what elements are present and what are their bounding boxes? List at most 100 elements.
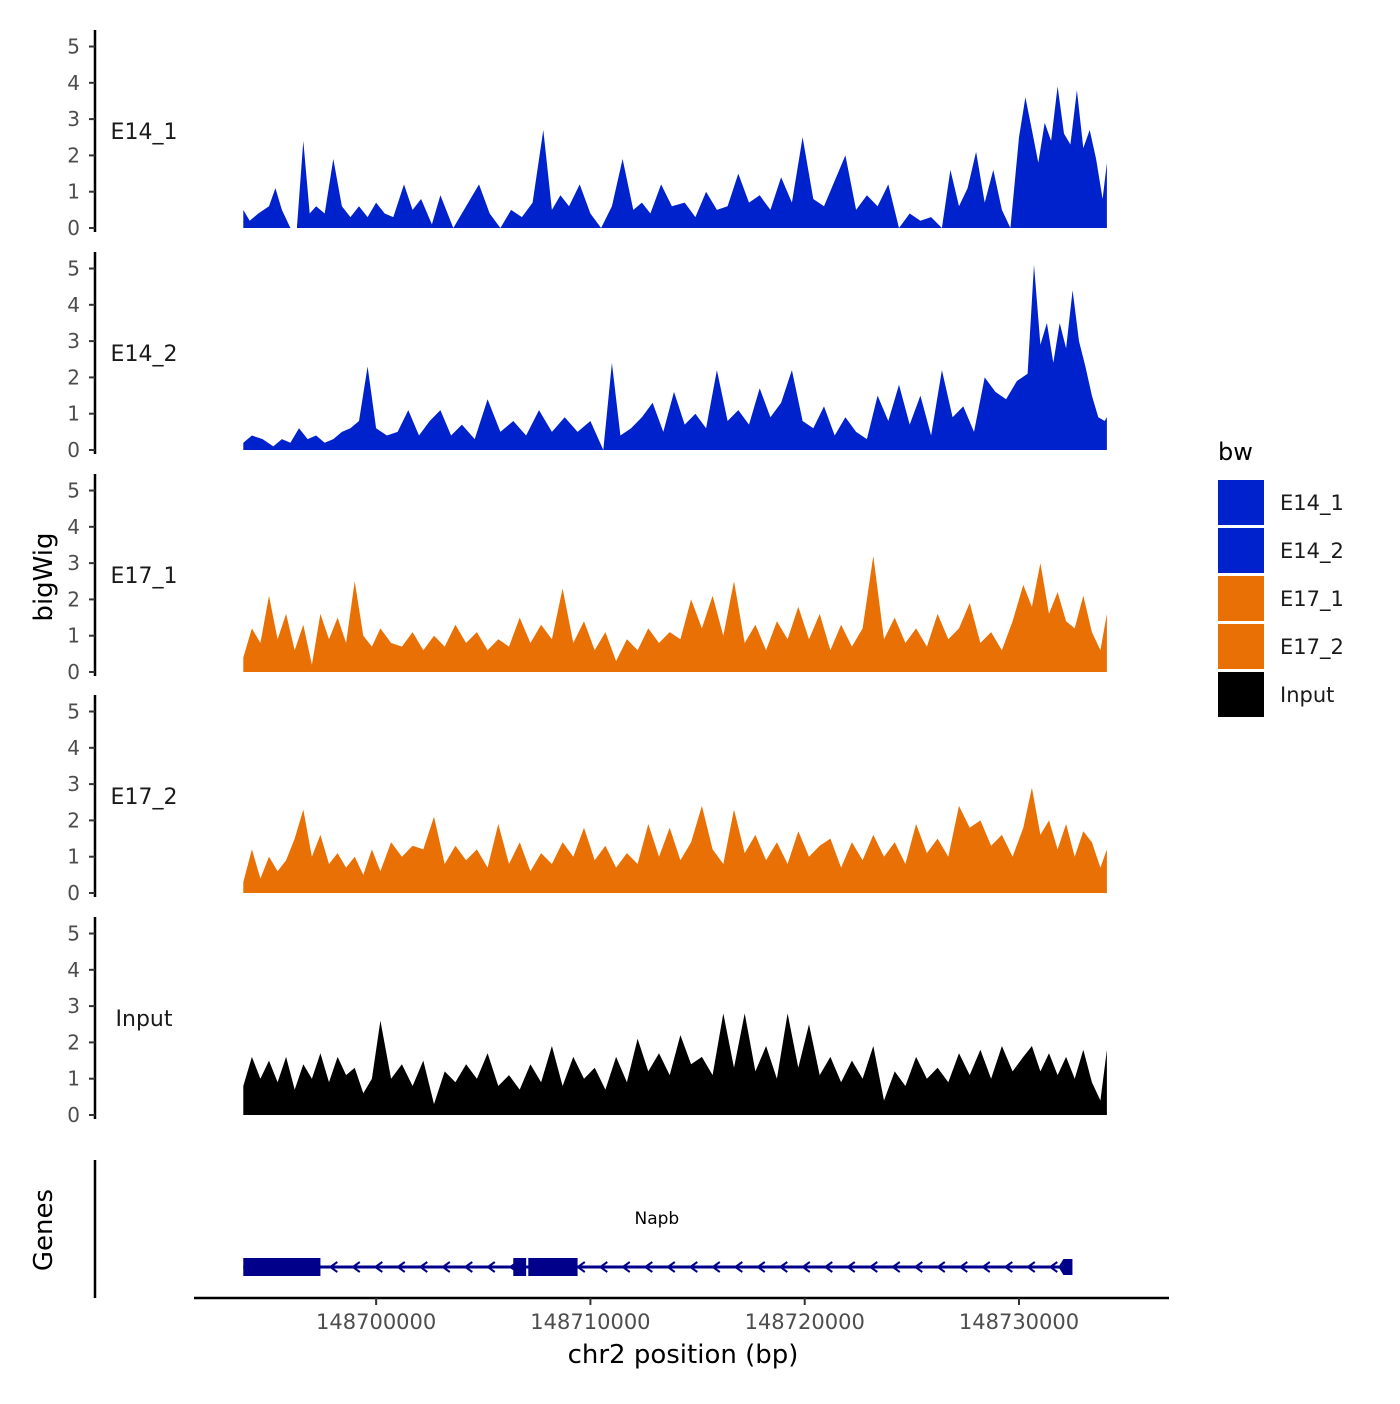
y-tick-label: 1 — [67, 624, 80, 648]
gene-name: Napb — [634, 1209, 679, 1229]
strand-arrow — [621, 1261, 631, 1273]
track-label: E14_2 — [111, 342, 178, 367]
y-tick-label: 5 — [67, 479, 80, 503]
y-tick-label: 3 — [67, 107, 80, 131]
y-tick-label: 4 — [67, 958, 80, 982]
x-axis-label: chr2 position (bp) — [568, 1340, 799, 1370]
legend-swatch — [1218, 480, 1264, 525]
legend-swatch — [1218, 624, 1264, 669]
strand-arrow — [508, 1261, 518, 1273]
coverage-tracks: 0 1 2 3 4 5 E14_1 0 1 2 3 4 5 E14_2 0 1 2 3 4 5 E17_1 0 1 2 3 4 5 E… — [67, 30, 1107, 1127]
strand-arrow — [1048, 1261, 1058, 1273]
strand-arrow — [688, 1261, 698, 1273]
legend-swatch — [1218, 576, 1264, 621]
legend-label: E17_2 — [1280, 635, 1344, 660]
strand-arrow — [846, 1261, 856, 1273]
strand-arrow — [778, 1261, 788, 1273]
y-tick-label: 1 — [67, 180, 80, 204]
legend-label: E14_2 — [1280, 539, 1344, 564]
legend-label: Input — [1280, 683, 1334, 707]
legend-title: bw — [1218, 438, 1253, 466]
gene-exon — [513, 1258, 527, 1276]
y-tick-label: 0 — [67, 881, 80, 905]
track-E17_2: 0 1 2 3 4 5 E17_2 — [67, 695, 1107, 905]
strand-arrow — [463, 1261, 473, 1273]
strand-arrow — [733, 1261, 743, 1273]
track-E14_2: 0 1 2 3 4 5 E14_2 — [67, 252, 1107, 462]
y-tick-label: 2 — [67, 365, 80, 389]
legend-swatch — [1218, 672, 1264, 717]
y-tick-label: 4 — [67, 736, 80, 760]
track-label: E14_1 — [111, 120, 178, 145]
strand-arrow — [328, 1261, 338, 1273]
y-tick-label: 0 — [67, 438, 80, 462]
y-tick-label: 4 — [67, 71, 80, 95]
y-tick-label: 3 — [67, 551, 80, 575]
y-tick-label: 5 — [67, 700, 80, 724]
x-tick-label: 148700000 — [316, 1310, 436, 1334]
strand-arrow — [666, 1261, 676, 1273]
y-tick-label: 2 — [67, 143, 80, 167]
legend-swatch — [1218, 528, 1264, 573]
strand-arrow — [351, 1261, 361, 1273]
x-axis: 148700000 148710000 148720000 148730000 — [194, 1296, 1169, 1334]
track-Input: 0 1 2 3 4 5 Input — [67, 917, 1107, 1127]
y-tick-label: 3 — [67, 994, 80, 1018]
gene-exon — [243, 1258, 321, 1276]
gene-track: Napb — [93, 1160, 1073, 1298]
y-tick-label: 0 — [67, 1103, 80, 1127]
coverage-area — [243, 555, 1107, 672]
gene-track-label: Genes — [29, 1189, 59, 1271]
y-tick-label: 1 — [67, 845, 80, 869]
strand-arrow — [441, 1261, 451, 1273]
x-tick-label: 148720000 — [745, 1310, 865, 1334]
track-E17_1: 0 1 2 3 4 5 E17_1 — [67, 474, 1107, 684]
y-axis-label: bigWig — [29, 532, 59, 621]
strand-arrow — [1026, 1261, 1036, 1273]
strand-arrow — [531, 1261, 541, 1273]
strand-arrow — [486, 1261, 496, 1273]
y-tick-label: 5 — [67, 35, 80, 59]
y-tick-label: 5 — [67, 257, 80, 281]
y-tick-label: 0 — [67, 216, 80, 240]
strand-arrow — [553, 1261, 563, 1273]
y-tick-label: 4 — [67, 515, 80, 539]
strand-arrow — [891, 1261, 901, 1273]
x-tick-label: 148730000 — [959, 1310, 1079, 1334]
y-tick-label: 1 — [67, 1067, 80, 1091]
legend-label: E17_1 — [1280, 587, 1344, 612]
y-tick-label: 0 — [67, 660, 80, 684]
y-tick-label: 3 — [67, 329, 80, 353]
y-tick-label: 2 — [67, 1030, 80, 1054]
strand-arrow — [981, 1261, 991, 1273]
y-tick-label: 5 — [67, 922, 80, 946]
track-label: Input — [116, 1007, 173, 1032]
gene-exon — [528, 1258, 578, 1276]
track-label: E17_2 — [111, 785, 178, 810]
y-tick-label: 4 — [67, 293, 80, 317]
coverage-area — [243, 787, 1107, 893]
strand-arrow — [936, 1261, 946, 1273]
strand-arrow — [823, 1261, 833, 1273]
y-tick-label: 1 — [67, 402, 80, 426]
legend: bw E14_1 E14_2 E17_1 E17_2 Input — [1218, 438, 1344, 717]
strand-arrow — [801, 1261, 811, 1273]
y-tick-label: 3 — [67, 772, 80, 796]
strand-arrow — [711, 1261, 721, 1273]
coverage-area — [243, 86, 1107, 229]
y-tick-label: 2 — [67, 808, 80, 832]
strand-arrow — [643, 1261, 653, 1273]
gene-end-arrow — [1058, 1259, 1073, 1275]
x-tick-label: 148710000 — [530, 1310, 650, 1334]
strand-arrow — [756, 1261, 766, 1273]
strand-arrow — [396, 1261, 406, 1273]
strand-arrow — [418, 1261, 428, 1273]
y-tick-label: 2 — [67, 587, 80, 611]
strand-arrow — [958, 1261, 968, 1273]
strand-arrow — [913, 1261, 923, 1273]
legend-label: E14_1 — [1280, 491, 1344, 516]
strand-arrow — [598, 1261, 608, 1273]
strand-arrow — [868, 1261, 878, 1273]
